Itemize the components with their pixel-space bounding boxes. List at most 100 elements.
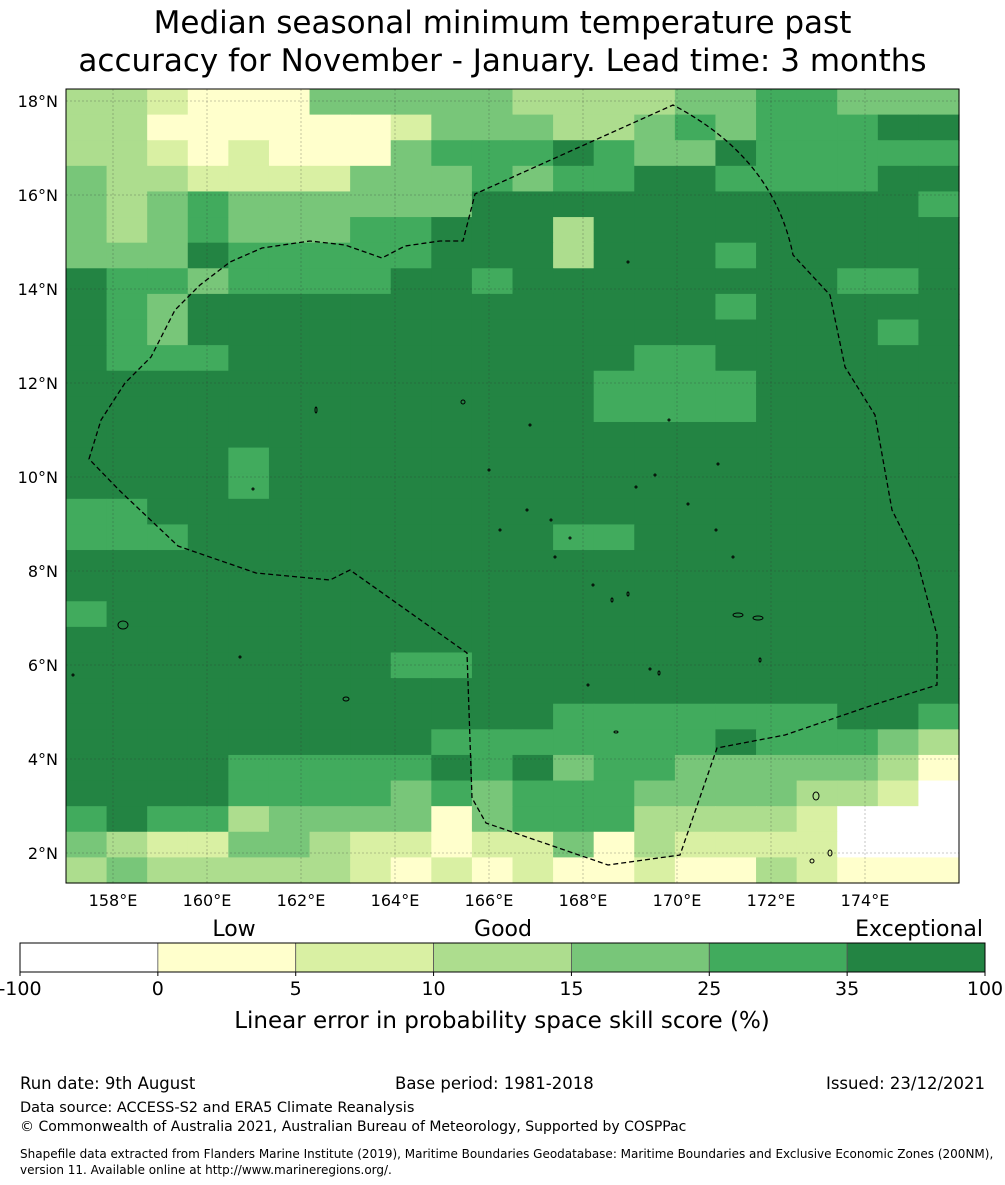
grid-cell xyxy=(471,447,514,474)
grid-cell xyxy=(431,729,473,756)
grid-cell xyxy=(431,806,473,833)
grid-cell xyxy=(350,140,392,167)
grid-cell xyxy=(228,780,270,807)
grid-cell xyxy=(837,293,879,321)
grid-cell xyxy=(471,370,514,397)
grid-cell xyxy=(877,652,920,679)
grid-cell xyxy=(309,601,351,628)
grid-cell xyxy=(309,806,351,833)
grid-cell xyxy=(228,293,270,321)
grid-cell xyxy=(106,831,148,858)
grid-cell xyxy=(634,857,676,884)
grid-cell xyxy=(674,191,717,218)
grid-cell xyxy=(877,396,920,423)
grid-cell xyxy=(66,396,108,423)
grid-cell xyxy=(390,268,432,295)
grid-cell xyxy=(187,473,229,500)
grid-cell xyxy=(390,293,432,321)
grid-cell xyxy=(147,703,189,730)
grid-cell xyxy=(553,780,595,807)
grid-cell xyxy=(390,806,432,833)
run-date: Run date: 9th August xyxy=(20,1074,196,1093)
grid-cell xyxy=(837,524,879,551)
grid-cell xyxy=(66,780,108,807)
grid-cell xyxy=(268,396,311,423)
grid-cell xyxy=(66,140,108,167)
grid-cell xyxy=(66,498,108,526)
grid-cell xyxy=(106,191,148,218)
grid-cell xyxy=(796,652,838,679)
grid-cell xyxy=(756,319,798,346)
grid-cell xyxy=(66,421,108,449)
grid-cell xyxy=(796,806,838,833)
grid-cell xyxy=(837,754,879,782)
grid-cell xyxy=(66,345,108,372)
grid-cell xyxy=(431,703,473,730)
grid-cell xyxy=(837,575,879,602)
grid-cell xyxy=(309,140,351,167)
grid-cell xyxy=(471,345,514,372)
grid-cell xyxy=(309,293,351,321)
grid-cell xyxy=(796,473,838,500)
grid-cell xyxy=(756,729,798,756)
grid-cell xyxy=(634,524,676,551)
grid-cell xyxy=(837,114,879,141)
grid-cell xyxy=(715,575,757,602)
grid-cell xyxy=(593,473,635,500)
grid-cell xyxy=(796,114,838,141)
grid-cell xyxy=(715,678,757,705)
grid-cell xyxy=(756,550,798,577)
grid-cell xyxy=(390,831,432,858)
grid-cell xyxy=(715,473,757,500)
grid-cell xyxy=(512,780,554,807)
grid-cell xyxy=(512,421,554,449)
grid-cell xyxy=(715,268,757,295)
grid-cell xyxy=(268,191,311,218)
grid-cell xyxy=(877,242,920,269)
grid-cell xyxy=(147,575,189,602)
longitude-tick-label: 164°E xyxy=(371,891,420,910)
grid-cell xyxy=(715,140,757,167)
island-outline xyxy=(827,849,833,857)
grid-cell xyxy=(228,678,270,705)
grid-cell xyxy=(187,678,229,705)
grid-cell xyxy=(471,319,514,346)
grid-cell xyxy=(877,575,920,602)
island-outline xyxy=(591,583,595,587)
grid-cell xyxy=(147,165,189,193)
island-outline xyxy=(498,528,502,532)
grid-cell xyxy=(553,524,595,551)
island-outline xyxy=(342,696,350,702)
grid-cell xyxy=(715,498,757,526)
grid-cell xyxy=(918,319,960,346)
island-outline xyxy=(626,260,630,264)
grid-cell xyxy=(674,780,717,807)
grid-cell xyxy=(837,550,879,577)
grid-cell xyxy=(877,780,920,807)
grid-cell xyxy=(756,703,798,730)
grid-cell xyxy=(837,421,879,449)
grid-cell xyxy=(147,319,189,346)
grid-cell xyxy=(390,165,432,193)
grid-cell xyxy=(674,754,717,782)
grid-cell xyxy=(674,89,717,116)
grid-cell xyxy=(268,831,311,858)
grid-cell xyxy=(106,754,148,782)
grid-cell xyxy=(350,217,392,244)
island-outline xyxy=(809,858,815,864)
grid-cell xyxy=(634,550,676,577)
grid-cell xyxy=(471,678,514,705)
grid-cell xyxy=(471,473,514,500)
grid-cell xyxy=(309,780,351,807)
grid-cell xyxy=(66,729,108,756)
grid-cell xyxy=(350,319,392,346)
longitude-tick-label: 160°E xyxy=(183,891,232,910)
grid-cell xyxy=(918,601,960,628)
grid-cell xyxy=(674,524,717,551)
grid-cell xyxy=(309,268,351,295)
grid-cell xyxy=(106,729,148,756)
legend-category-label: Low xyxy=(212,917,255,942)
grid-cell xyxy=(837,703,879,730)
grid-cell xyxy=(918,217,960,244)
grid-cell xyxy=(431,293,473,321)
